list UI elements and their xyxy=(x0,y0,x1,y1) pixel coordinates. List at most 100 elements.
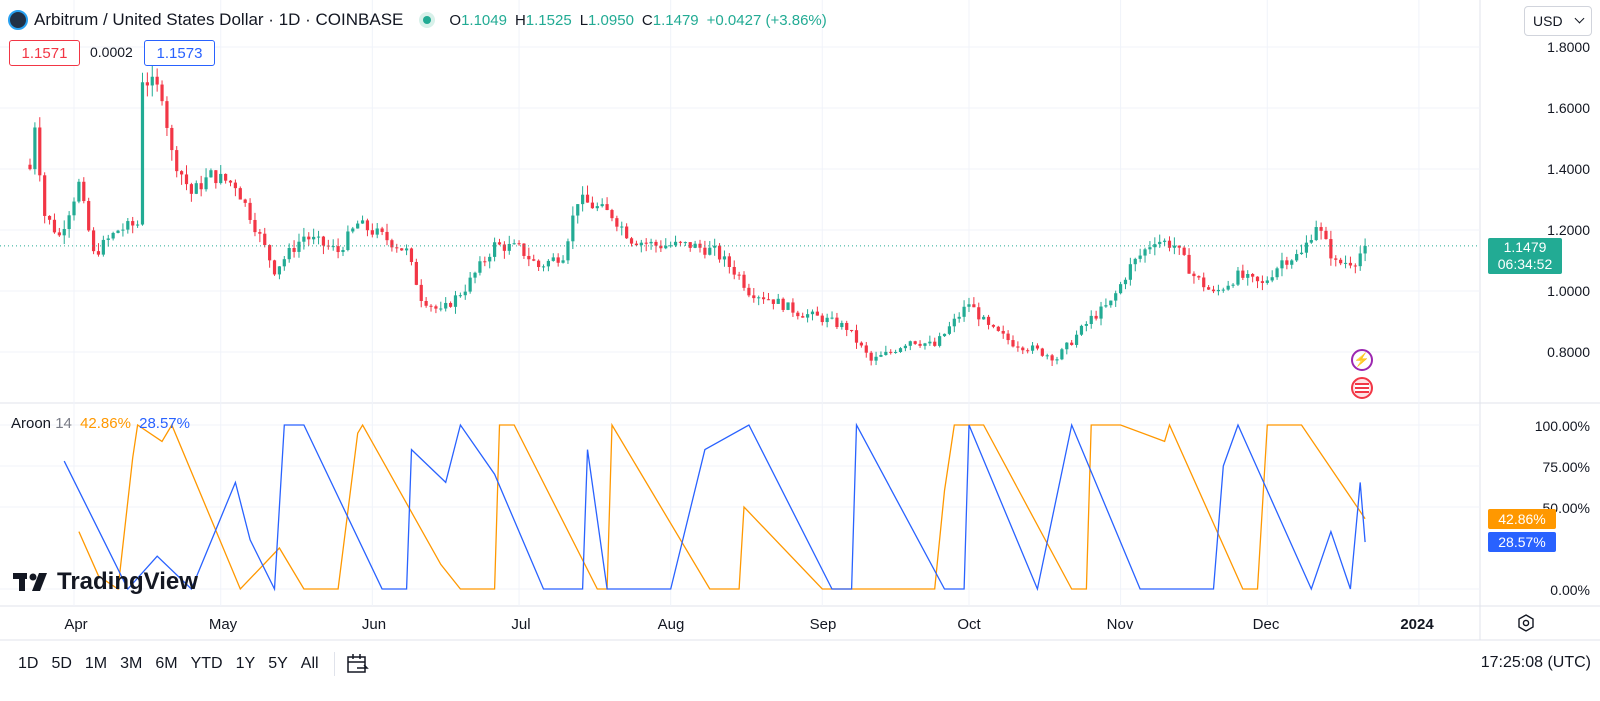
candle-body xyxy=(600,204,604,207)
candle-body xyxy=(1060,349,1064,360)
candle-body xyxy=(757,297,761,299)
sell-price-button[interactable]: 1.1571 xyxy=(9,40,80,66)
time-axis-label: Dec xyxy=(1252,616,1280,633)
candle-body xyxy=(967,304,971,307)
candle-body xyxy=(815,311,819,316)
candle-body xyxy=(189,184,193,194)
candle-body xyxy=(360,220,365,224)
candle-body xyxy=(336,246,340,253)
candle-body xyxy=(820,315,824,323)
timeframe-6m-button[interactable]: 6M xyxy=(155,655,178,672)
candle-body xyxy=(1246,273,1250,278)
timeframe-5d-button[interactable]: 5D xyxy=(51,655,72,672)
candle-body xyxy=(385,231,389,241)
candle-body xyxy=(952,318,956,327)
candle-body xyxy=(874,356,878,361)
candle-body xyxy=(263,233,267,246)
candle-body xyxy=(610,210,614,219)
candle-body xyxy=(497,242,502,245)
candle-body xyxy=(845,322,849,330)
candle-body xyxy=(1363,245,1367,254)
candle-body xyxy=(977,307,981,320)
candle-body xyxy=(160,84,164,102)
candle-body xyxy=(1070,342,1074,345)
us-flag-event-icon[interactable] xyxy=(1351,377,1373,399)
candle-body xyxy=(678,241,683,243)
candle-body xyxy=(693,243,697,248)
lightning-event-icon[interactable]: ⚡ xyxy=(1351,349,1373,371)
candle-body xyxy=(722,256,727,260)
candle-body xyxy=(297,241,301,252)
aroon-legend[interactable]: Aroon 14 42.86% 28.57% xyxy=(11,415,190,432)
candle-body xyxy=(52,219,57,233)
buy-price-button[interactable]: 1.1573 xyxy=(144,40,215,66)
candle-body xyxy=(248,202,252,220)
candle-body xyxy=(150,76,154,86)
candle-body xyxy=(708,247,712,255)
candle-body xyxy=(331,246,335,248)
symbol-header[interactable]: Arbitrum / United States Dollar · 1D · C… xyxy=(8,8,835,32)
candle-body xyxy=(972,304,976,308)
candle-body xyxy=(38,127,42,176)
chart-settings-gear-icon[interactable] xyxy=(1517,614,1535,632)
candle-body xyxy=(1358,253,1362,267)
tradingview-logo[interactable]: TradingView xyxy=(13,568,198,596)
candle-body xyxy=(1045,355,1049,357)
candle-body xyxy=(830,317,834,319)
candle-body xyxy=(488,256,492,262)
aroon-axis-label: 100.00% xyxy=(1534,418,1590,434)
candle-body xyxy=(786,302,790,310)
timeframe-5y-button[interactable]: 5Y xyxy=(268,655,288,672)
candle-body xyxy=(214,170,218,184)
candle-body xyxy=(1241,270,1245,278)
candle-body xyxy=(1079,325,1084,335)
candle-body xyxy=(801,316,805,318)
candle-body xyxy=(87,201,91,231)
candle-body xyxy=(77,181,81,202)
currency-select[interactable]: USD xyxy=(1524,6,1592,36)
candle-body xyxy=(986,316,991,325)
timeframe-1d-button[interactable]: 1D xyxy=(18,655,39,672)
candle-body xyxy=(439,308,443,310)
candle-body xyxy=(703,247,707,255)
candle-body xyxy=(1221,289,1225,291)
candle-body xyxy=(287,247,291,260)
candle-body xyxy=(390,240,394,248)
candle-body xyxy=(556,257,560,263)
candle-body xyxy=(307,236,311,240)
price-axis-label: 1.4000 xyxy=(1547,161,1590,177)
chevron-down-icon xyxy=(1574,13,1585,24)
candle-body xyxy=(199,183,203,190)
candle-body xyxy=(1192,273,1196,277)
candle-body xyxy=(434,306,438,309)
candle-body xyxy=(1006,333,1010,341)
candle-body xyxy=(898,348,903,352)
candle-body xyxy=(585,194,590,203)
candle-body xyxy=(444,302,448,309)
candle-body xyxy=(928,341,932,344)
timeframe-1y-button[interactable]: 1Y xyxy=(235,655,256,672)
candle-body xyxy=(1123,279,1128,285)
candle-body xyxy=(1304,242,1309,253)
timeframe-3m-button[interactable]: 3M xyxy=(120,655,143,672)
aroon-up-value: 42.86% xyxy=(80,415,131,432)
candle-body xyxy=(1035,345,1040,349)
candle-body xyxy=(116,230,120,233)
candle-body xyxy=(1074,334,1079,345)
date-range-calendar-icon[interactable] xyxy=(345,652,369,676)
candle-body xyxy=(1280,260,1284,269)
candle-body xyxy=(1211,289,1216,292)
candle-body xyxy=(512,243,516,245)
utc-clock[interactable]: 17:25:08 (UTC) xyxy=(1480,654,1591,671)
symbol-title[interactable]: Arbitrum / United States Dollar · 1D · C… xyxy=(34,10,404,29)
candle-body xyxy=(33,127,37,170)
time-axis-label: Oct xyxy=(957,616,981,633)
candle-body xyxy=(938,336,942,346)
timeframe-1m-button[interactable]: 1M xyxy=(84,655,108,672)
candle-body xyxy=(473,272,477,278)
candle-body xyxy=(106,238,110,240)
timeframe-all-button[interactable]: All xyxy=(300,655,319,672)
timeframe-ytd-button[interactable]: YTD xyxy=(190,655,223,672)
candle-body xyxy=(1114,293,1118,301)
